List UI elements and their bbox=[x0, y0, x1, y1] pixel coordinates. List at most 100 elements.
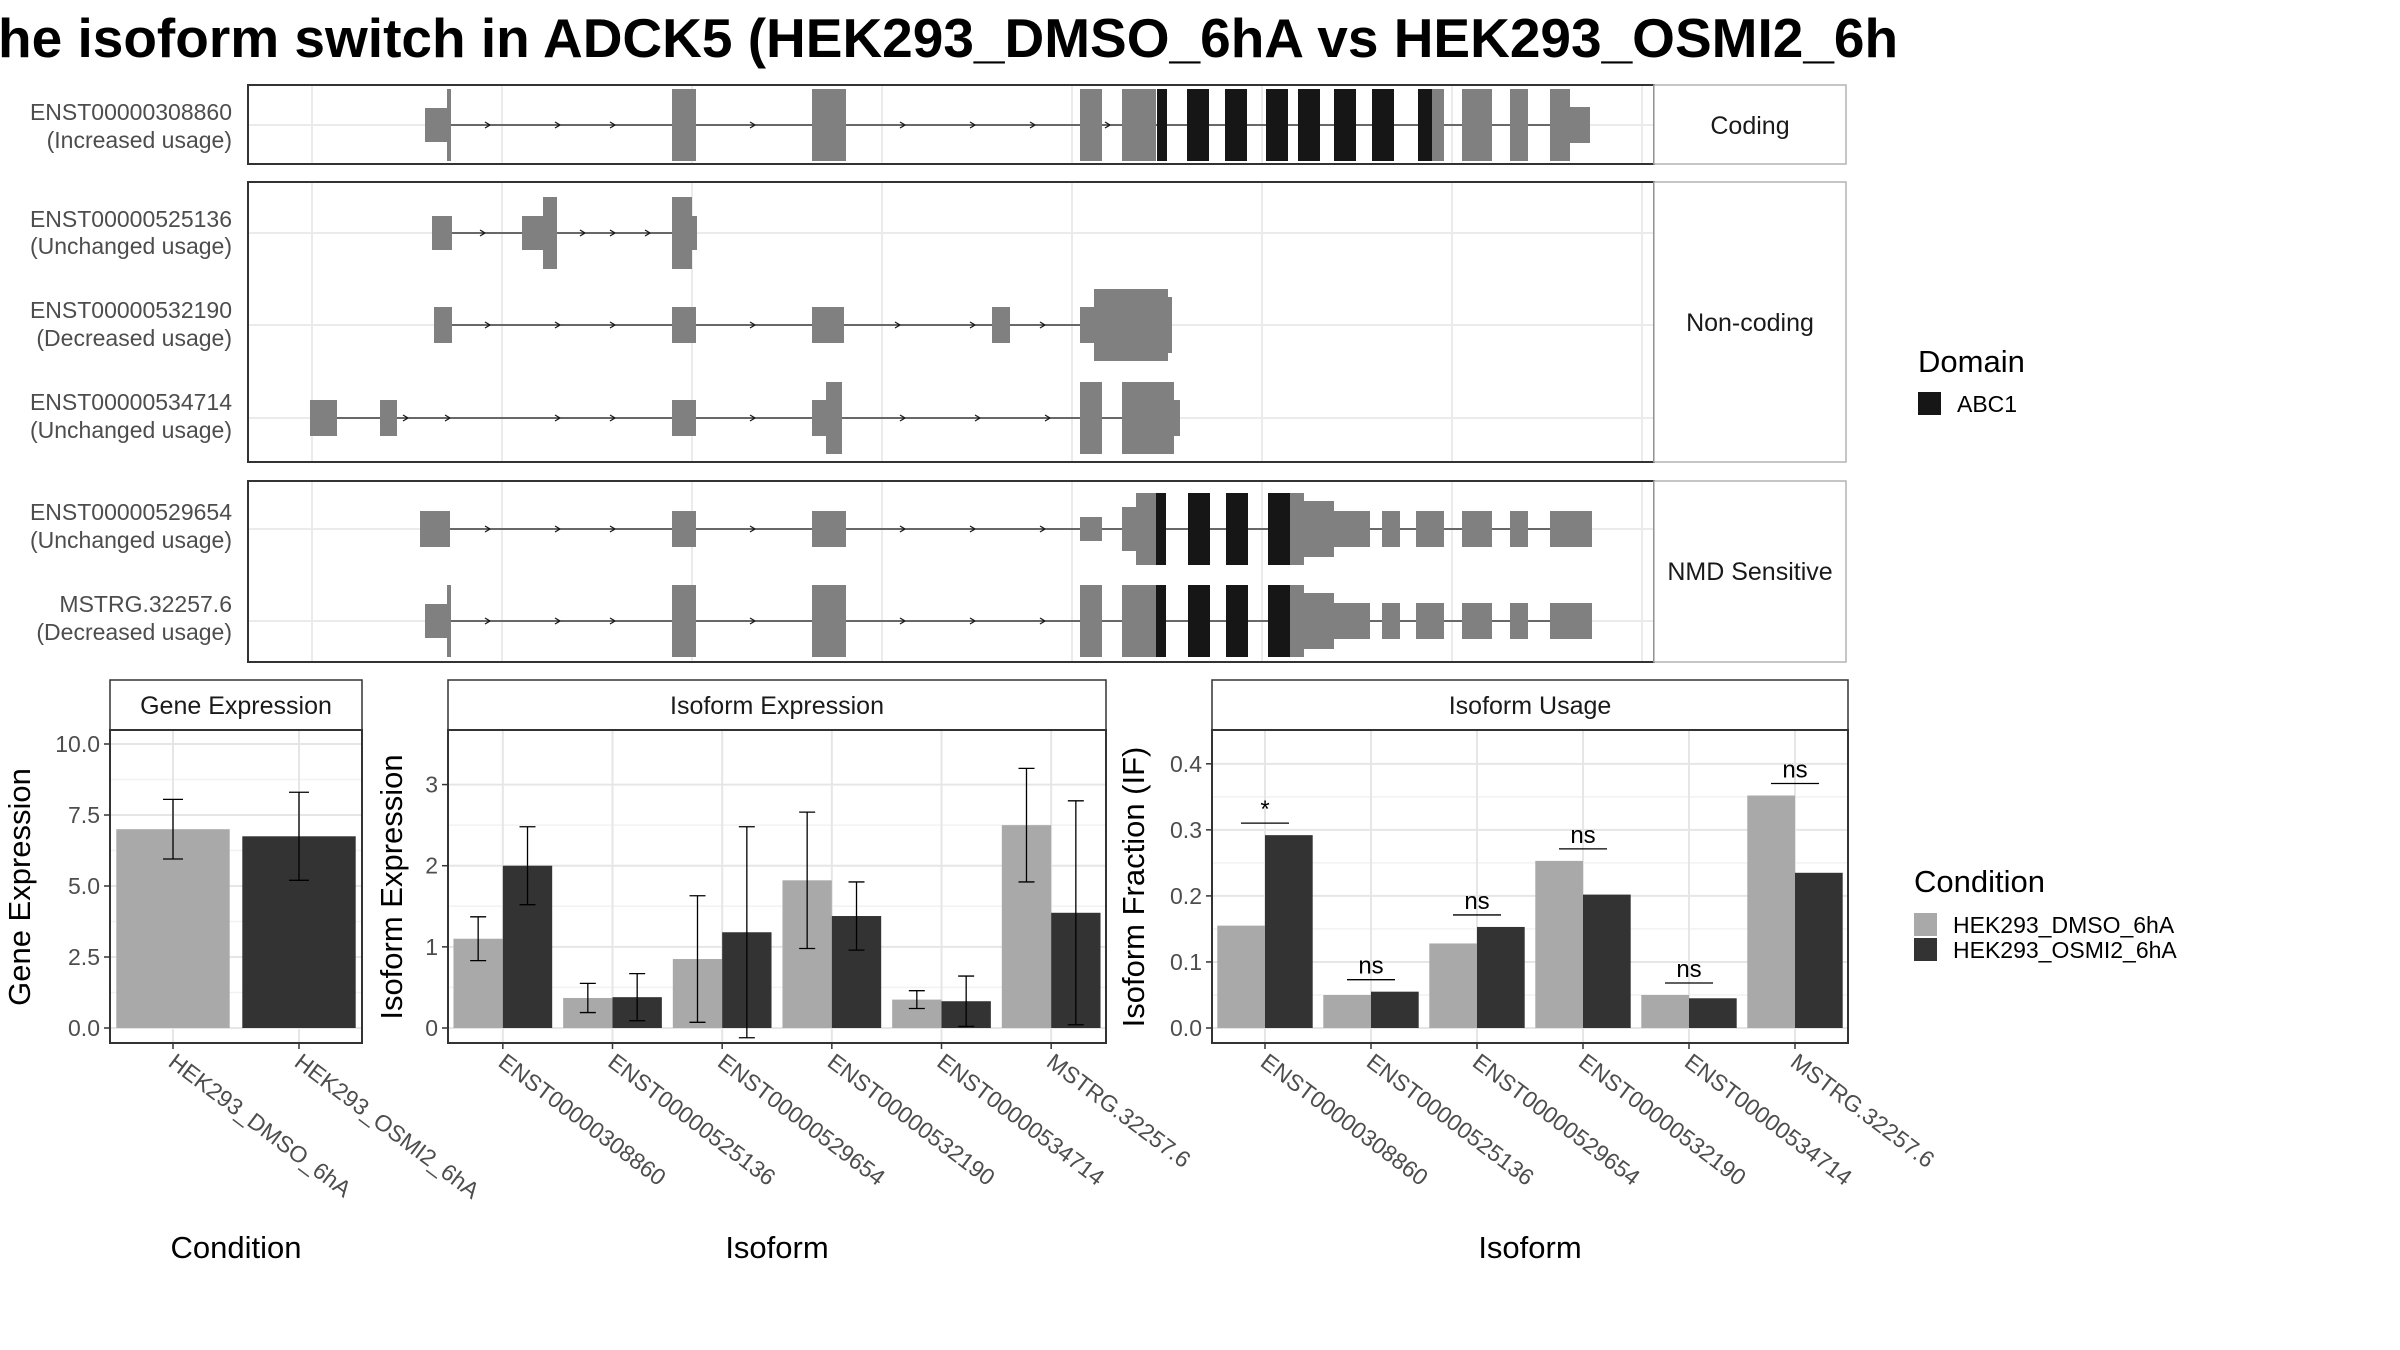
intron-arrow bbox=[554, 121, 562, 129]
intron-arrow bbox=[609, 321, 617, 329]
exon-block bbox=[1080, 382, 1102, 454]
domain-block bbox=[1226, 585, 1248, 657]
exon-block bbox=[1550, 511, 1592, 547]
intron-arrow bbox=[1104, 121, 1112, 129]
intron-arrow bbox=[644, 229, 652, 237]
panel-nmd-strip bbox=[1653, 480, 1847, 663]
intron-arrow bbox=[899, 617, 907, 625]
exon-block bbox=[1304, 593, 1334, 649]
intron-arrow bbox=[579, 229, 587, 237]
bar bbox=[1747, 795, 1795, 1028]
domain-block bbox=[1225, 89, 1247, 161]
exon-block bbox=[672, 585, 696, 657]
exon-block bbox=[1290, 493, 1304, 565]
domain-block bbox=[1157, 89, 1167, 161]
domain-legend: Domain ABC1 bbox=[1918, 344, 2025, 417]
domain-block bbox=[1266, 89, 1288, 161]
intron-arrow bbox=[899, 525, 907, 533]
exon-block bbox=[310, 400, 337, 436]
condition-legend-item: HEK293_DMSO_6hA bbox=[1953, 912, 2175, 938]
exon-block bbox=[1080, 89, 1102, 161]
domain-block bbox=[1298, 89, 1320, 161]
plot-background bbox=[1212, 730, 1848, 1043]
intron-arrow bbox=[969, 617, 977, 625]
y-tick-label: 0.0 bbox=[1170, 1015, 1202, 1041]
transcript-id-label: ENST00000529654 bbox=[30, 499, 232, 525]
gene-expression-plot: 0.02.55.07.510.0HEK293_DMSO_6hAHEK293_OS… bbox=[55, 730, 485, 1204]
exon-block bbox=[672, 89, 696, 161]
exon-block bbox=[1462, 89, 1492, 161]
y-tick-label: 0.4 bbox=[1170, 751, 1202, 777]
exon-block bbox=[447, 585, 451, 657]
transcript-id-label: ENST00000525136 bbox=[30, 206, 232, 232]
exon-block bbox=[1382, 511, 1400, 547]
y-tick-label: 3 bbox=[425, 772, 438, 798]
plot-background bbox=[448, 730, 1106, 1043]
isoform-expression-title: Isoform Expression bbox=[670, 692, 884, 720]
exon-block bbox=[1350, 511, 1370, 547]
intron-arrow bbox=[899, 121, 907, 129]
transcript-id-label: MSTRG.32257.6 bbox=[59, 591, 232, 617]
y-tick-label: 1 bbox=[425, 934, 438, 960]
intron-arrow bbox=[554, 525, 562, 533]
exon-block bbox=[1550, 89, 1570, 161]
y-tick-label: 0.1 bbox=[1170, 949, 1202, 975]
y-tick-label: 7.5 bbox=[68, 802, 100, 828]
domain-block bbox=[1156, 493, 1166, 565]
intron-arrow bbox=[484, 321, 492, 329]
exon-block bbox=[1416, 511, 1444, 547]
exon-block bbox=[1510, 511, 1528, 547]
isoform-expression-strip bbox=[447, 679, 1107, 731]
exon-block bbox=[425, 108, 447, 142]
isoform-usage-panel: Isoform Usage 0.0 0.1 0.2 0.3 0.4 * ns ns ns ns ns… bbox=[1116, 679, 1939, 1265]
intron-arrow bbox=[969, 525, 977, 533]
intron-arrow bbox=[1029, 121, 1037, 129]
gene-expression-strip bbox=[109, 679, 363, 731]
exon-block bbox=[1122, 507, 1136, 551]
y-tick-label: 0 bbox=[425, 1015, 438, 1041]
domain-block bbox=[1334, 89, 1356, 161]
isoform-usage-xlabel: Isoform bbox=[1478, 1230, 1581, 1265]
transcript-model bbox=[425, 89, 1590, 161]
exon-block bbox=[672, 400, 696, 436]
significance-label: ns bbox=[1464, 888, 1489, 915]
bar bbox=[1689, 998, 1737, 1028]
transcript-structure-panels: Coding Non-coding NMD Sensitive ENST0000… bbox=[30, 84, 1847, 663]
condition-legend-swatch bbox=[1914, 938, 1937, 961]
intron-arrow bbox=[444, 414, 452, 422]
transcript-id-label: ENST00000532190 bbox=[30, 297, 232, 323]
y-tick-label: 0.0 bbox=[68, 1015, 100, 1041]
isoform-expression-frame bbox=[447, 729, 1107, 1044]
intron-arrow bbox=[609, 121, 617, 129]
gene-expression-xlabel: Condition bbox=[171, 1230, 302, 1265]
domain-block bbox=[1372, 89, 1394, 161]
transcript-model bbox=[420, 493, 1592, 565]
intron-arrow bbox=[749, 321, 757, 329]
isoform-expression-xlabel: Isoform bbox=[725, 1230, 828, 1265]
exon-block bbox=[1510, 603, 1528, 639]
intron-arrow bbox=[749, 414, 757, 422]
exon-block bbox=[812, 511, 846, 547]
significance-label: ns bbox=[1570, 822, 1595, 849]
transcript-model bbox=[432, 197, 697, 269]
intron-arrow bbox=[1039, 617, 1047, 625]
intron-arrow bbox=[749, 617, 757, 625]
y-tick-label: 0.3 bbox=[1170, 817, 1202, 843]
exon-block bbox=[1550, 603, 1592, 639]
exon-block bbox=[1136, 493, 1156, 565]
intron-arrow bbox=[1039, 525, 1047, 533]
exon-block bbox=[1416, 603, 1444, 639]
intron-arrow bbox=[609, 525, 617, 533]
exon-block bbox=[812, 89, 846, 161]
domain-block bbox=[1418, 89, 1432, 161]
intron-arrow bbox=[609, 414, 617, 422]
domain-block bbox=[1188, 585, 1210, 657]
figure-title: he isoform switch in ADCK5 (HEK293_DMSO_… bbox=[0, 7, 1898, 69]
exon-block bbox=[1122, 585, 1156, 657]
bar bbox=[1265, 835, 1313, 1028]
significance-label: ns bbox=[1782, 757, 1807, 784]
exon-block bbox=[420, 511, 450, 547]
exon-block bbox=[1122, 382, 1174, 454]
exon-block bbox=[672, 511, 696, 547]
panel-nmd-label: NMD Sensitive bbox=[1667, 558, 1832, 586]
